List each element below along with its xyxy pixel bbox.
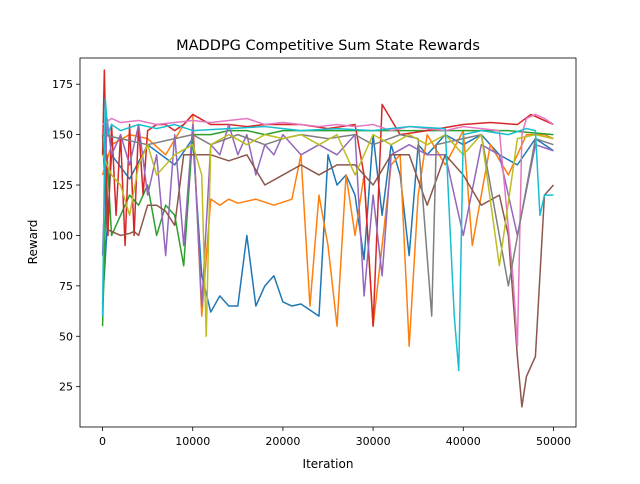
y-tick-label: 175: [52, 78, 73, 91]
x-axis-label: Iteration: [303, 457, 354, 471]
x-tick-label: 0: [99, 435, 106, 448]
series-line-4: [101, 69, 554, 327]
y-tick-label: 25: [59, 381, 73, 394]
series-line-8: [102, 133, 554, 317]
series-line-7: [102, 113, 554, 348]
chart-title: MADDPG Competitive Sum State Rewards: [176, 38, 480, 54]
y-tick-label: 150: [52, 129, 73, 142]
y-tick-label: 100: [52, 229, 73, 242]
y-tick-label: 75: [59, 280, 73, 293]
x-tick-label: 40000: [446, 435, 481, 448]
x-tick-label: 20000: [265, 435, 300, 448]
x-tick-label: 30000: [356, 435, 391, 448]
y-tick-label: 125: [52, 179, 73, 192]
series-layer: [101, 69, 555, 408]
y-tick-label: 50: [59, 330, 73, 343]
y-axis: 25 50 75 100 125 150 175: [52, 78, 80, 394]
x-tick-label: 50000: [536, 435, 571, 448]
y-axis-label: Reward: [26, 220, 40, 265]
series-line-10: [101, 97, 554, 372]
series-line-6: [101, 134, 555, 408]
plot-frame: [79, 57, 577, 428]
x-tick-label: 10000: [175, 435, 210, 448]
x-axis: 0 10000 20000 30000 40000 50000: [99, 427, 571, 448]
